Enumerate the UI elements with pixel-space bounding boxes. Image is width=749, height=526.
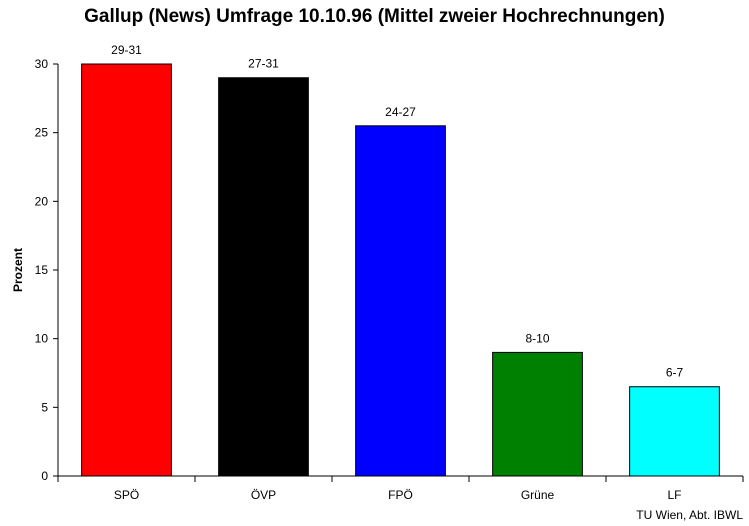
bar xyxy=(492,351,583,477)
y-tick-label: 15 xyxy=(35,263,49,277)
y-tick-label: 30 xyxy=(35,57,49,71)
x-tick-label: SPÖ xyxy=(114,488,139,502)
source-note: TU Wien, Abt. IBWL xyxy=(636,508,743,522)
y-tick-label: 0 xyxy=(41,469,48,483)
bar xyxy=(629,386,720,477)
chart-title: Gallup (News) Umfrage 10.10.96 (Mittel z… xyxy=(84,6,665,27)
bar xyxy=(218,77,309,477)
x-tick-label: Grüne xyxy=(521,488,555,502)
x-tick-label: ÖVP xyxy=(251,488,276,502)
bar-value-label: 8-10 xyxy=(525,331,549,345)
bar-value-label: 24-27 xyxy=(385,105,416,119)
y-tick-label: 10 xyxy=(35,332,49,346)
x-tick-label: FPÖ xyxy=(388,488,413,502)
y-tick-label: 25 xyxy=(35,126,49,140)
y-axis-label: Prozent xyxy=(11,247,25,293)
y-tick-label: 5 xyxy=(41,400,48,414)
x-tick-label: LF xyxy=(667,488,681,502)
bar xyxy=(355,125,446,477)
bar-value-label: 27-31 xyxy=(248,57,279,71)
bar-value-label: 6-7 xyxy=(666,366,684,380)
bar xyxy=(81,63,172,477)
y-tick-label: 20 xyxy=(35,194,49,208)
bar-value-label: 29-31 xyxy=(111,43,142,57)
